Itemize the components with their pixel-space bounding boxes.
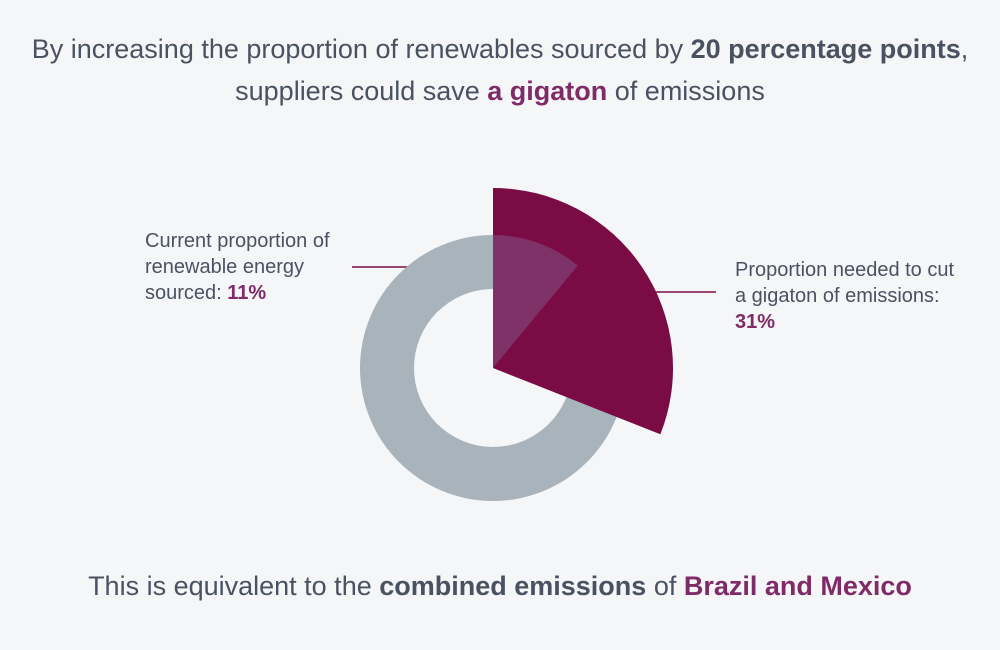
headline-bold: 20 percentage points xyxy=(690,34,961,64)
needed-pct-value: 31% xyxy=(735,311,776,333)
footer-accent: Brazil and Mexico xyxy=(683,571,912,601)
footer-statement: This is equivalent to the combined emiss… xyxy=(20,566,980,606)
headline-part3: of emissions xyxy=(607,76,765,106)
footer-part1: This is equivalent to the xyxy=(88,571,380,601)
current-proportion-label: Current proportion of renewable energy s… xyxy=(145,228,375,306)
needed-proportion-label: Proportion needed to cut a gigaton of em… xyxy=(735,257,965,335)
footer-part2: of xyxy=(646,571,684,601)
current-pct-value: 11% xyxy=(227,282,267,304)
current-slice xyxy=(493,235,578,368)
needed-label-text: Proportion needed to cut a gigaton of em… xyxy=(735,259,955,307)
headline-accent: a gigaton xyxy=(487,76,608,106)
headline: By increasing the proportion of renewabl… xyxy=(20,28,980,112)
headline-part1: By increasing the proportion of renewabl… xyxy=(31,34,691,64)
current-label-text: Current proportion of renewable energy s… xyxy=(145,230,330,304)
headline-part2: , suppliers could save xyxy=(235,34,969,106)
footer-bold: combined emissions xyxy=(379,571,647,601)
